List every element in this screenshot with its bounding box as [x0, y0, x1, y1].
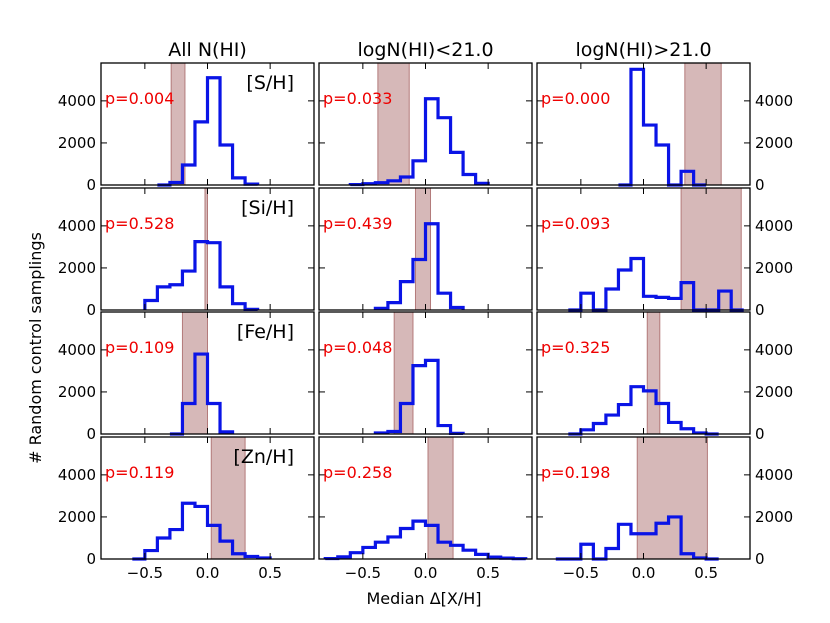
y-tick-label-r1c2-2: 4000 [755, 217, 793, 235]
y-tick-label-r0c2-2: 4000 [755, 92, 793, 110]
y-tick-label-r0c0-2: 4000 [58, 92, 96, 110]
observed-band-r2c2 [646, 311, 661, 435]
y-tick-label-r3c2-0: 0 [755, 550, 765, 568]
panel-frame-r2c2 [536, 311, 751, 435]
histogram-r3c1 [323, 519, 528, 561]
y-tick-label-r3c0-1: 2000 [58, 508, 96, 526]
y-axis-label: # Random control samplings [26, 232, 45, 464]
observed-band-r3c0 [210, 436, 246, 560]
column-title-0: All N(HI) [168, 39, 247, 61]
histogram-r1c1 [373, 222, 465, 310]
y-tick-label-r1c0-1: 2000 [58, 259, 96, 277]
p-value-r2c2: p=0.325 [541, 338, 610, 357]
x-tick-label-r3c2-1: 0.0 [632, 564, 656, 582]
x-tick-label-r3c2-0: −0.5 [563, 564, 599, 582]
element-label-r0c0: [S/H] [246, 72, 294, 94]
text-layer: 0 2000 4000 p=0.004 [S/H] p=0.033 0 2000 4000 p=0… [58, 39, 793, 582]
p-value-r1c2: p=0.093 [541, 214, 610, 233]
histogram-r3c2 [555, 515, 719, 561]
p-value-r2c1: p=0.048 [323, 338, 392, 357]
x-tick-label-r3c0-0: −0.5 [127, 564, 163, 582]
p-value-r3c2: p=0.198 [541, 463, 610, 482]
histogram-r3c0 [132, 501, 272, 561]
band-layer [170, 62, 742, 560]
histogram-r0c1 [348, 97, 490, 187]
p-value-r2c0: p=0.109 [105, 338, 174, 357]
y-tick-label-r1c2-1: 2000 [755, 259, 793, 277]
p-value-r0c0: p=0.004 [105, 89, 174, 108]
histogram-layer [132, 67, 744, 561]
y-tick-label-r2c2-2: 4000 [755, 341, 793, 359]
p-value-r0c1: p=0.033 [323, 89, 392, 108]
y-tick-label-r0c2-0: 0 [755, 176, 765, 194]
p-value-r0c2: p=0.000 [541, 89, 610, 108]
y-tick-label-r1c2-0: 0 [755, 301, 765, 319]
x-tick-label-r3c2-2: 0.5 [694, 564, 718, 582]
y-tick-label-r3c2-2: 4000 [755, 466, 793, 484]
histogram-r0c2 [618, 67, 707, 187]
element-label-r3c0: [Zn/H] [233, 446, 294, 468]
x-axis-label: Median Δ[X/H] [366, 589, 481, 608]
x-tick-label-r3c0-2: 0.5 [258, 564, 282, 582]
observed-band-r2c1 [393, 311, 414, 435]
panel-frame-r2c1 [318, 311, 533, 435]
y-tick-label-r3c0-2: 4000 [58, 466, 96, 484]
y-tick-label-r3c2-1: 2000 [755, 508, 793, 526]
x-tick-label-r3c0-1: 0.0 [196, 564, 220, 582]
y-tick-label-r2c2-0: 0 [755, 425, 765, 443]
observed-band-r1c1 [414, 187, 432, 311]
observed-band-r0c1 [377, 62, 410, 186]
y-tick-label-r0c2-1: 2000 [755, 134, 793, 152]
p-value-r3c1: p=0.258 [323, 463, 392, 482]
histogram-r2c1 [373, 358, 465, 435]
y-tick-label-r2c0-2: 4000 [58, 341, 96, 359]
observed-band-r1c0 [204, 187, 208, 311]
p-value-r3c0: p=0.119 [105, 463, 174, 482]
y-tick-label-r1c0-2: 4000 [58, 217, 96, 235]
x-tick-label-r3c1-2: 0.5 [476, 564, 500, 582]
observed-band-r3c1 [427, 436, 454, 560]
panel-frame-r3c1 [318, 436, 533, 560]
observed-band-r0c2 [684, 62, 722, 186]
p-value-r1c1: p=0.439 [323, 214, 392, 233]
histogram-r1c0 [143, 240, 260, 311]
histogram-r0c0 [157, 76, 260, 187]
element-label-r2c0: [Fe/H] [237, 321, 294, 343]
observed-band-r3c2 [636, 436, 708, 560]
x-tick-label-r3c1-1: 0.0 [414, 564, 438, 582]
y-tick-label-r1c0-0: 0 [86, 301, 96, 319]
histogram-r2c2 [568, 385, 719, 436]
y-tick-label-r0c0-1: 2000 [58, 134, 96, 152]
y-tick-label-r2c0-0: 0 [86, 425, 96, 443]
y-tick-label-r0c0-0: 0 [86, 176, 96, 194]
x-tick-label-r3c1-0: −0.5 [345, 564, 381, 582]
element-label-r1c0: [Si/H] [241, 197, 294, 219]
column-title-2: logN(HI)>21.0 [575, 39, 711, 61]
histogram-r2c0 [169, 352, 235, 436]
frame-layer [100, 62, 751, 560]
y-tick-label-r2c2-1: 2000 [755, 383, 793, 401]
p-value-r1c0: p=0.528 [105, 214, 174, 233]
column-title-1: logN(HI)<21.0 [357, 39, 493, 61]
y-tick-label-r2c0-1: 2000 [58, 383, 96, 401]
y-tick-label-r3c0-0: 0 [86, 550, 96, 568]
